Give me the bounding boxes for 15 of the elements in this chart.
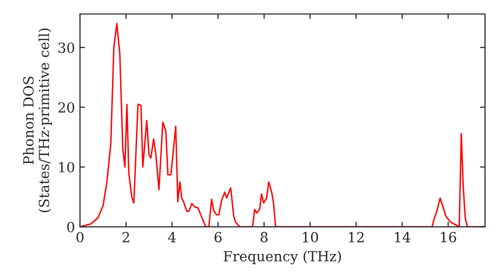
y-tick-label: 0 (67, 222, 74, 232)
x-tick-label: 4 (168, 232, 176, 242)
y-tick-label: 10 (59, 162, 74, 172)
x-tick-label: 0 (76, 232, 84, 242)
y-tick-label: 20 (58, 102, 74, 113)
x-tick-label: 8 (260, 232, 268, 242)
y-tick-label: 30 (58, 42, 74, 53)
x-axis-title: Frequency (THz) (224, 250, 341, 264)
x-tick-label: 12 (348, 232, 364, 242)
x-tick-label: 14 (395, 232, 410, 242)
y-axis-title: Phonon DOS (States/THz·primitive cell) (22, 28, 52, 212)
x-tick-label: 6 (214, 232, 222, 242)
x-tick-label: 16 (441, 232, 456, 242)
x-tick-label: 2 (122, 232, 130, 242)
x-tick-label: 10 (302, 232, 318, 242)
